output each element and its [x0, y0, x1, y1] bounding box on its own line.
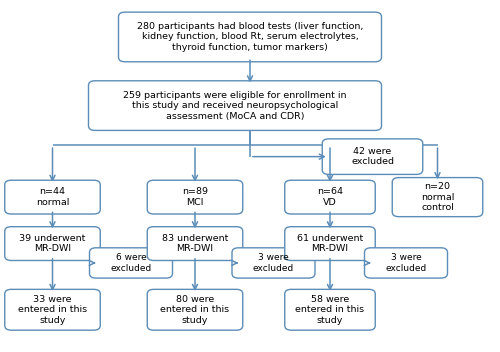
Text: 3 were
excluded: 3 were excluded — [253, 253, 294, 273]
Text: n=20
normal
control: n=20 normal control — [421, 182, 454, 212]
Text: 259 participants were eligible for enrollment in
this study and received neurops: 259 participants were eligible for enrol… — [123, 91, 347, 120]
FancyBboxPatch shape — [285, 227, 375, 260]
FancyBboxPatch shape — [322, 139, 422, 174]
Text: 42 were
excluded: 42 were excluded — [351, 147, 394, 166]
Text: 61 underwent
MR-DWI: 61 underwent MR-DWI — [297, 234, 363, 253]
FancyBboxPatch shape — [285, 180, 375, 214]
FancyBboxPatch shape — [392, 177, 483, 216]
Text: 280 participants had blood tests (liver function,
kidney function, blood Rt, ser: 280 participants had blood tests (liver … — [137, 22, 363, 52]
Text: 80 were
entered in this
study: 80 were entered in this study — [160, 295, 230, 325]
Text: n=89
MCI: n=89 MCI — [182, 187, 208, 207]
FancyBboxPatch shape — [147, 289, 243, 330]
FancyBboxPatch shape — [4, 289, 100, 330]
Text: 39 underwent
MR-DWI: 39 underwent MR-DWI — [20, 234, 86, 253]
FancyBboxPatch shape — [147, 227, 243, 260]
FancyBboxPatch shape — [4, 227, 100, 260]
Text: n=44
normal: n=44 normal — [36, 187, 69, 207]
FancyBboxPatch shape — [90, 248, 172, 278]
FancyBboxPatch shape — [285, 289, 375, 330]
Text: 3 were
excluded: 3 were excluded — [386, 253, 426, 273]
Text: 33 were
entered in this
study: 33 were entered in this study — [18, 295, 87, 325]
FancyBboxPatch shape — [147, 180, 243, 214]
Text: n=64
VD: n=64 VD — [317, 187, 343, 207]
FancyBboxPatch shape — [364, 248, 448, 278]
Text: 83 underwent
MR-DWI: 83 underwent MR-DWI — [162, 234, 228, 253]
FancyBboxPatch shape — [232, 248, 315, 278]
FancyBboxPatch shape — [4, 180, 100, 214]
FancyBboxPatch shape — [118, 12, 382, 62]
Text: 6 were
excluded: 6 were excluded — [110, 253, 152, 273]
Text: 58 were
entered in this
study: 58 were entered in this study — [296, 295, 364, 325]
FancyBboxPatch shape — [88, 81, 382, 131]
